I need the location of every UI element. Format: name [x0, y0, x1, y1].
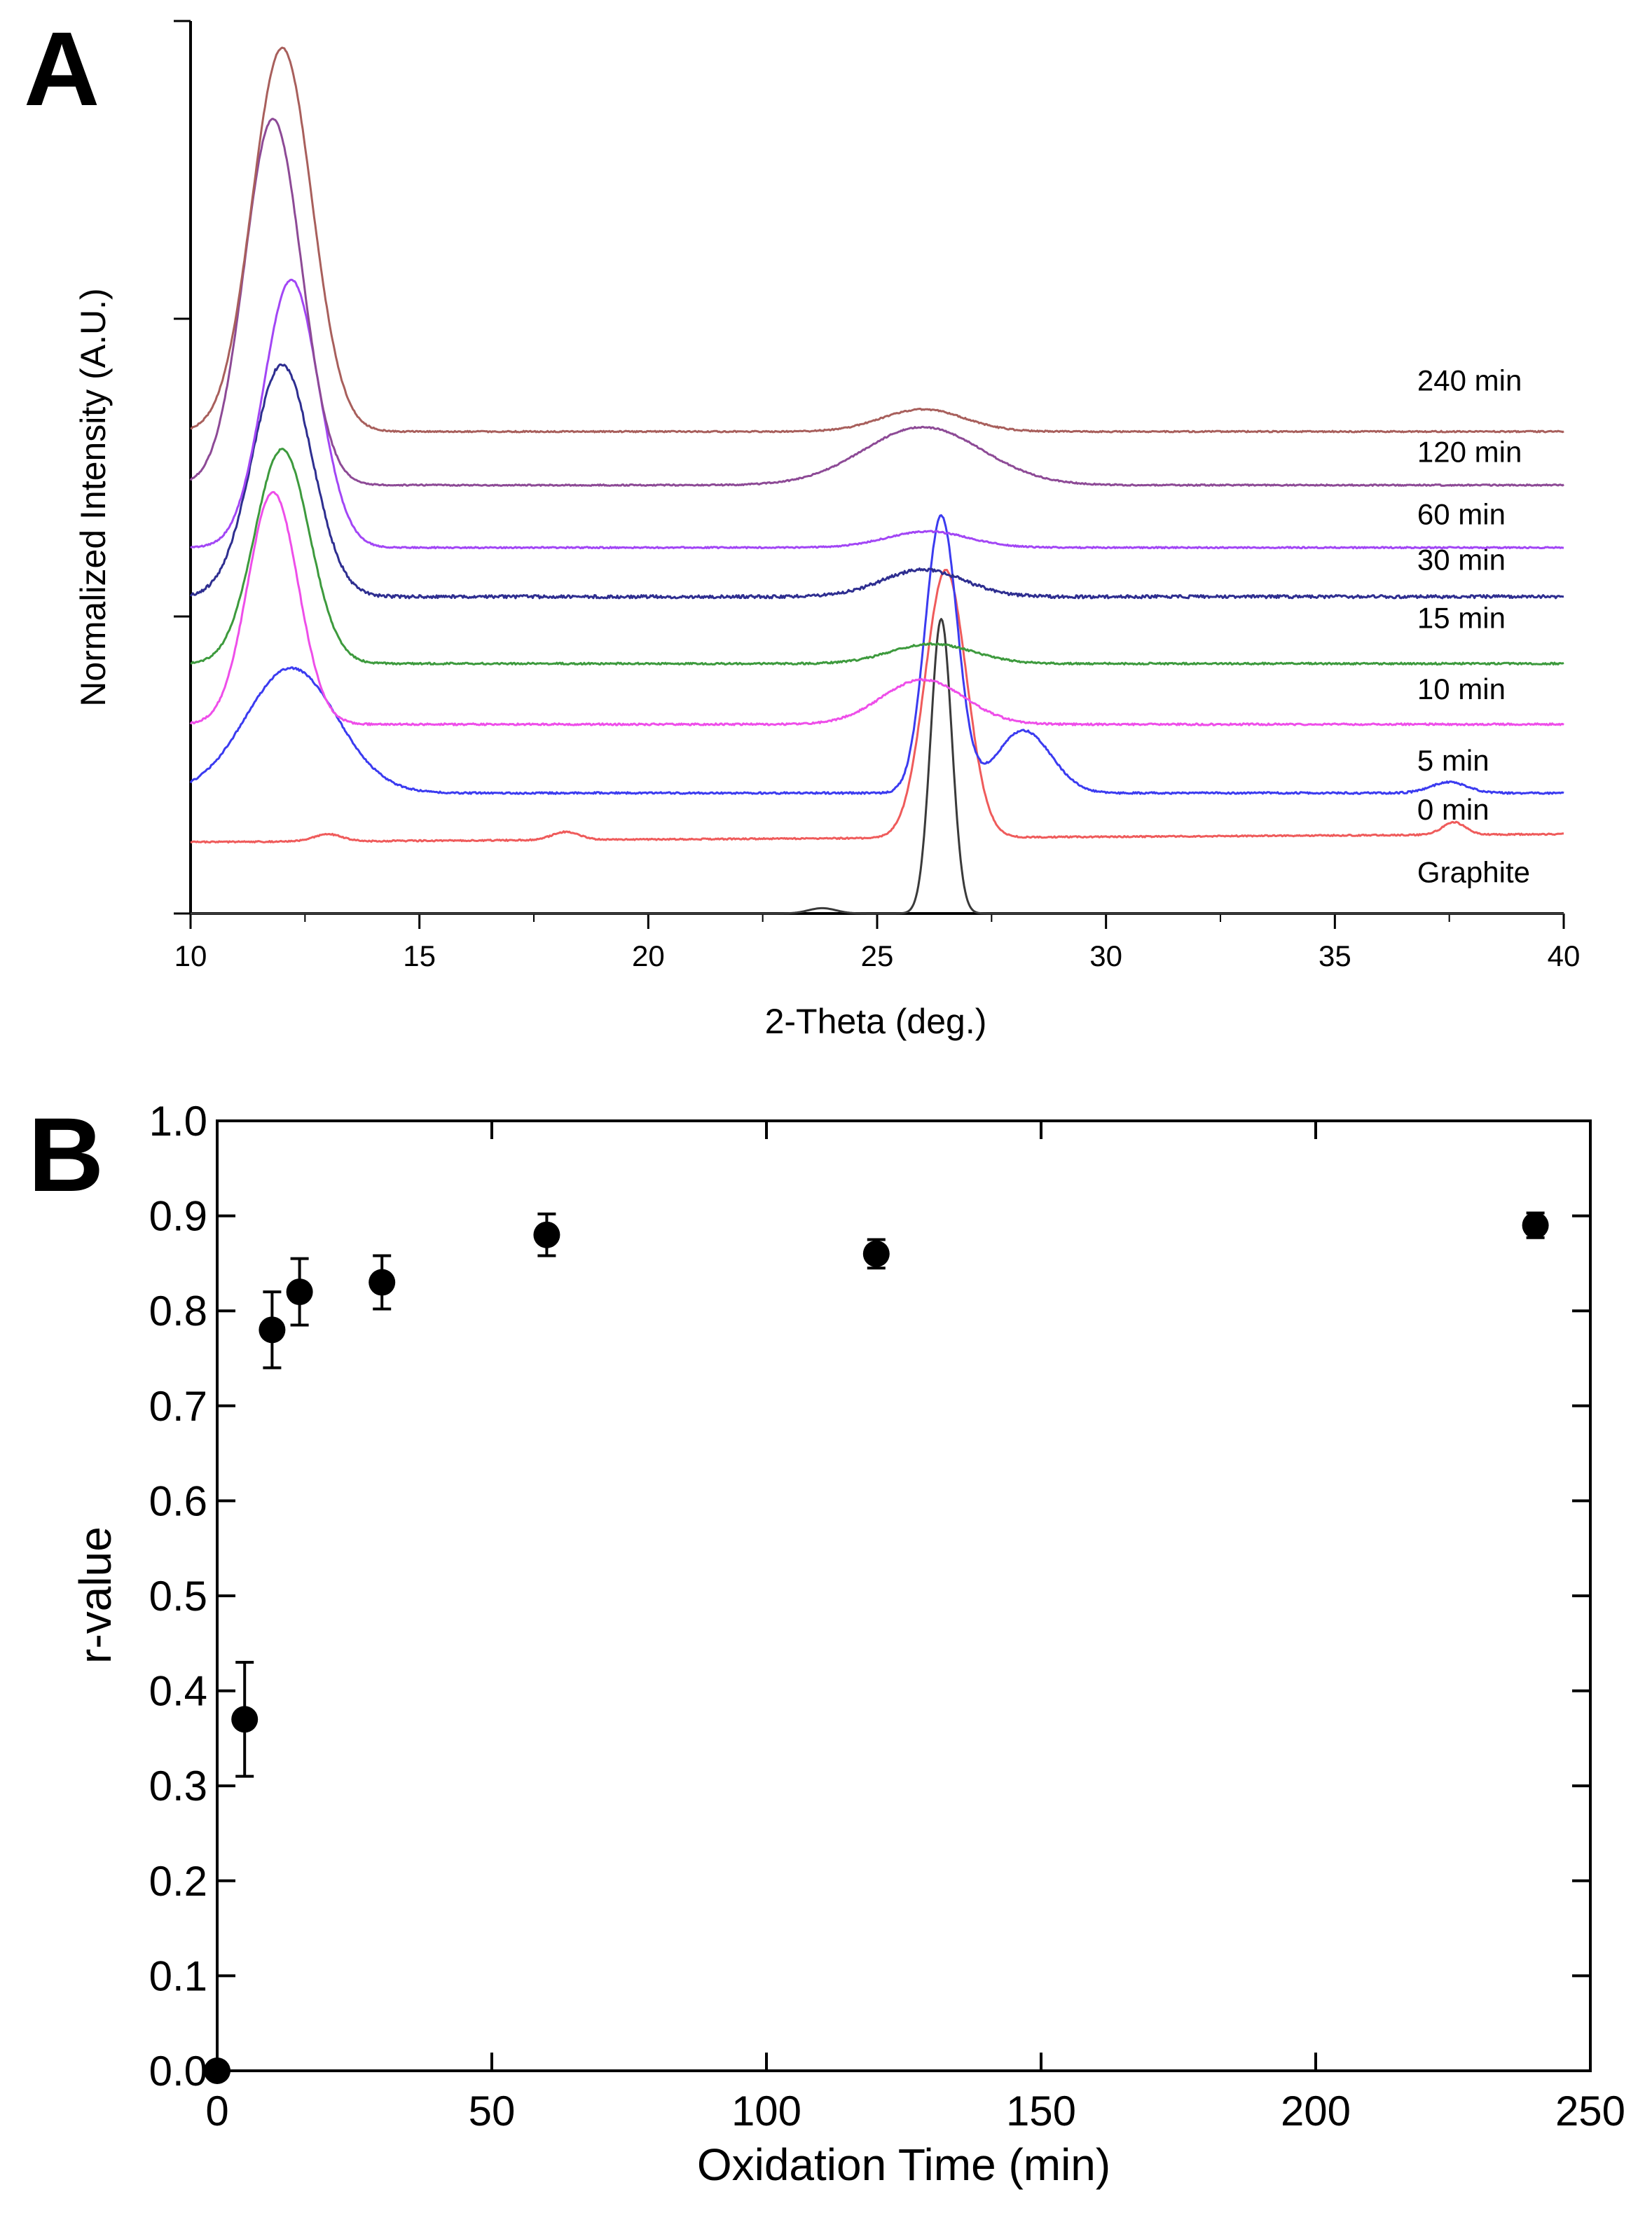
xrd-series-line — [189, 490, 1564, 726]
r-value-data-point — [533, 1221, 560, 1248]
xrd-y-axis-title: Normalized Intensity (A.U.) — [74, 288, 113, 706]
r-value-y-tick-label: 0.3 — [149, 1763, 207, 1809]
r-value-data-point — [204, 2057, 230, 2084]
r-value-data-point — [259, 1316, 286, 1344]
xrd-series-line — [190, 278, 1564, 550]
r-value-x-tick-label: 50 — [469, 2088, 516, 2135]
xrd-series-line — [189, 118, 1564, 487]
r-value-data-point — [862, 1240, 890, 1267]
xrd-x-tick-label: 25 — [861, 939, 894, 972]
r-value-y-tick-label: 0.2 — [149, 1858, 207, 1905]
r-value-y-tick-label: 0.1 — [149, 1952, 207, 1999]
xrd-x-tick-label: 30 — [1089, 939, 1122, 972]
xrd-series-label: 0 min — [1417, 793, 1489, 826]
r-value-x-tick-label: 0 — [205, 2088, 228, 2135]
xrd-x-tick-label: 15 — [403, 939, 436, 972]
r-value-data-point — [231, 1706, 259, 1733]
xrd-series-label: 60 min — [1417, 498, 1506, 531]
xrd-series-line — [190, 569, 1564, 844]
r-value-data-point — [1522, 1212, 1549, 1239]
xrd-chart: 10 15 20 25 30 35 40 Graphite 0 min 5 min 10 min 1… — [74, 20, 1581, 1041]
xrd-x-axis-title: 2-Theta (deg.) — [765, 1002, 987, 1041]
r-value-y-tick-label: 1.0 — [149, 1098, 207, 1145]
r-value-y-tick-label: 0.8 — [149, 1288, 207, 1335]
xrd-series-label: 10 min — [1417, 673, 1506, 705]
r-value-x-tick-label: 150 — [1006, 2088, 1076, 2135]
xrd-x-tick-label: 10 — [174, 939, 207, 972]
xrd-series-label: 240 min — [1417, 364, 1522, 397]
r-value-y-tick-label: 0.9 — [149, 1193, 207, 1240]
xrd-series-label: 5 min — [1417, 744, 1489, 777]
panel-a-label: A — [24, 10, 99, 127]
r-value-y-tick-label: 0.0 — [149, 2048, 207, 2095]
r-value-data-point — [286, 1278, 313, 1306]
xrd-x-tick-label: 40 — [1548, 939, 1581, 972]
r-value-x-axis-title: Oxidation Time (min) — [697, 2139, 1110, 2190]
r-value-y-tick-label: 0.7 — [149, 1383, 207, 1430]
r-value-x-tick-label: 250 — [1555, 2088, 1625, 2135]
r-value-x-tick-label: 100 — [731, 2088, 801, 2135]
xrd-series-line — [189, 514, 1564, 795]
xrd-series-label: 120 min — [1417, 435, 1522, 468]
r-value-y-tick-label: 0.6 — [149, 1477, 207, 1524]
xrd-series-line — [191, 618, 1564, 915]
xrd-series-line — [189, 363, 1564, 600]
xrd-series-line — [190, 448, 1564, 666]
panel-b-label: B — [28, 1096, 104, 1213]
xrd-x-tick-label: 20 — [632, 939, 665, 972]
r-value-x-tick-label: 200 — [1281, 2088, 1351, 2135]
xrd-series-line — [190, 46, 1564, 434]
r-value-data-point — [369, 1269, 396, 1296]
xrd-series-label: Graphite — [1417, 855, 1530, 888]
r-value-y-tick-label: 0.5 — [149, 1573, 207, 1620]
r-value-y-axis-title: r-value — [70, 1526, 121, 1664]
r-value-chart: 0.0 0.1 0.2 0.3 0.4 0.5 0.6 0.7 0.8 0.9 1.0 0 50 100 1… — [70, 1098, 1625, 2190]
xrd-series-label: 15 min — [1417, 601, 1506, 634]
r-value-y-tick-label: 0.4 — [149, 1668, 207, 1715]
xrd-x-tick-label: 35 — [1319, 939, 1351, 972]
